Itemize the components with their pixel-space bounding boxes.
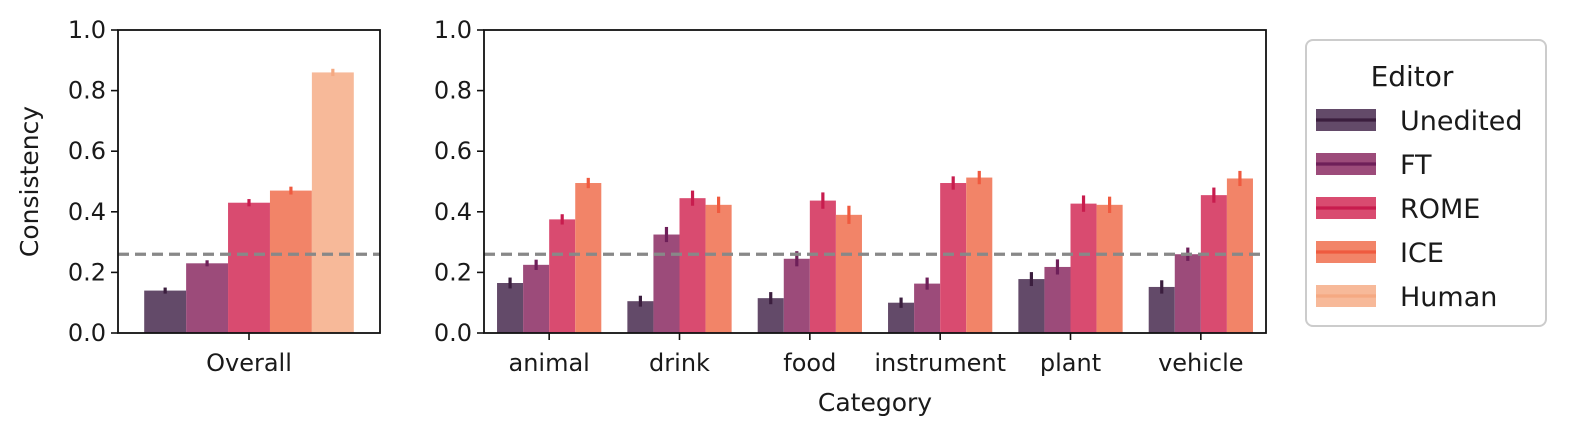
category-panel: animal drink food instrument plant vehicle 0.0…: [434, 16, 1267, 417]
x-tick-label-animal: animal: [508, 349, 589, 377]
bar-ft-instrument: [914, 283, 941, 333]
bar-rome-vehicle: [1200, 195, 1227, 333]
bar-ft-animal: [523, 264, 550, 333]
x-tick-label-plant: plant: [1040, 349, 1101, 377]
plot-frame: [117, 29, 381, 334]
bar-unedited-animal: [497, 283, 524, 333]
y-tick-label: 0.0: [434, 319, 472, 347]
x-axis-label: Category: [818, 388, 932, 417]
bar-unedited-vehicle: [1148, 286, 1175, 333]
legend-label-rome: ROME: [1400, 194, 1480, 225]
overall-panel: Overall 0.0 0.2 0.4 0.6 0.8 1.0 Consistency: [15, 16, 381, 377]
bar-rome-instrument: [940, 183, 967, 333]
bar-unedited-plant: [1018, 279, 1045, 333]
y-tick-label: 0.6: [434, 137, 472, 165]
bar-human-overall: [311, 72, 354, 334]
y-tick-label: 0.8: [434, 77, 472, 105]
bar-ft-drink: [653, 234, 680, 333]
bar-ft-vehicle: [1174, 254, 1201, 333]
bar-rome-animal: [549, 219, 576, 333]
bar-ice-food: [835, 214, 862, 333]
x-tick-label-overall: Overall: [206, 349, 292, 377]
bar-ft-overall: [186, 263, 229, 333]
bar-rome-food: [809, 200, 836, 333]
y-tick-label: 1.0: [68, 16, 106, 44]
legend-label-unedited: Unedited: [1400, 106, 1522, 137]
y-tick-label: 0.4: [68, 198, 106, 226]
legend-title: Editor: [1371, 60, 1454, 93]
y-tick-label: 0.4: [434, 198, 472, 226]
y-tick-label: 0.0: [68, 319, 106, 347]
y-tick-label: 0.8: [68, 77, 106, 105]
bar-ft-food: [783, 258, 810, 333]
bar-ice-plant: [1096, 204, 1123, 333]
y-tick-label: 0.2: [68, 258, 106, 286]
bar-ice-drink: [705, 204, 732, 333]
legend-label-human: Human: [1400, 282, 1497, 313]
bar-ice-animal: [575, 183, 602, 333]
plot-frame: [483, 29, 1267, 334]
y-tick-label: 0.2: [434, 258, 472, 286]
legend: Editor Unedited FT ROME ICE Human: [1305, 39, 1547, 327]
bar-ice-overall: [269, 190, 312, 333]
x-tick-label-drink: drink: [649, 349, 710, 377]
x-tick-label-vehicle: vehicle: [1158, 349, 1243, 377]
x-tick-label-food: food: [783, 349, 836, 377]
x-tick-label-instrument: instrument: [874, 349, 1006, 377]
bar-ft-plant: [1044, 266, 1071, 333]
legend-label-ft: FT: [1400, 150, 1432, 181]
y-tick-label: 1.0: [434, 16, 472, 44]
y-tick-label: 0.6: [68, 137, 106, 165]
bar-unedited-overall: [144, 290, 187, 333]
bar-rome-plant: [1070, 203, 1097, 333]
y-axis-label: Consistency: [15, 106, 44, 257]
bar-rome-overall: [228, 202, 270, 333]
legend-label-ice: ICE: [1400, 238, 1444, 269]
bar-rome-drink: [679, 198, 706, 333]
